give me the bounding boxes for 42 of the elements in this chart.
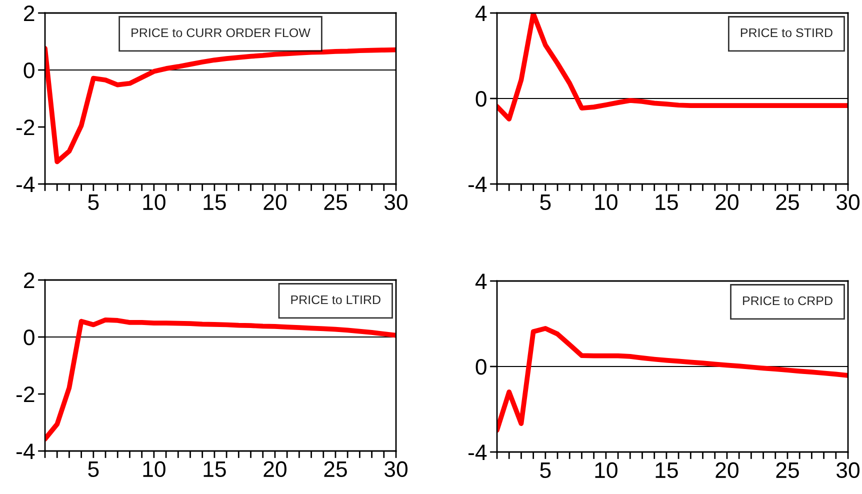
x-tick-label: 20 xyxy=(716,194,738,210)
x-tick-label: 25 xyxy=(776,462,799,478)
y-tick-label: -2 xyxy=(16,120,34,136)
x-tick-label: 15 xyxy=(656,194,678,210)
y-tick-label: 0 xyxy=(24,330,34,346)
y-tick-label: 2 xyxy=(24,272,34,288)
y-tick-label: 4 xyxy=(475,274,487,290)
y-tick-label: 2 xyxy=(24,6,34,22)
x-tick-label: 10 xyxy=(595,194,618,210)
y-tick-label: 0 xyxy=(476,91,486,107)
x-tick-label: 5 xyxy=(88,194,99,210)
x-tick-label: 10 xyxy=(143,461,166,478)
x-tick-label: 10 xyxy=(595,462,618,478)
x-tick-label: 30 xyxy=(836,462,860,478)
x-tick-label: 30 xyxy=(836,194,860,210)
x-tick-label: 15 xyxy=(204,462,226,478)
y-tick-label: -4 xyxy=(16,444,35,460)
x-tick-label: 5 xyxy=(540,462,551,478)
text: PRICE to STIRD xyxy=(740,28,832,38)
x-tick-label: 25 xyxy=(324,194,347,210)
x-tick-label: 25 xyxy=(776,194,799,210)
y-tick-label: 4 xyxy=(475,6,487,22)
x-tick-label: 15 xyxy=(656,462,678,478)
y-tick-label: -4 xyxy=(468,176,487,192)
series-label: PRICE to CURR ORDER FLOW xyxy=(132,28,310,38)
y-tick-label: 0 xyxy=(476,359,486,375)
x-tick-label: 30 xyxy=(384,194,408,210)
x-tick-label: 10 xyxy=(143,194,166,210)
x-tick-label: 5 xyxy=(540,194,551,210)
y-tick-label: -4 xyxy=(468,444,487,460)
series-label: PRICE to LTIRD xyxy=(291,295,380,304)
y-tick-label: 0 xyxy=(24,62,34,78)
x-tick-label: 5 xyxy=(88,462,99,478)
x-tick-label: 15 xyxy=(204,194,226,210)
x-tick-label: 20 xyxy=(716,462,738,478)
x-tick-label: 30 xyxy=(384,461,408,478)
y-tick-label: -4 xyxy=(16,176,35,192)
y-tick-label: -2 xyxy=(16,386,34,402)
x-tick-label: 20 xyxy=(264,194,286,210)
x-tick-label: 25 xyxy=(324,461,347,478)
text: PRICE to CRPD xyxy=(743,296,832,306)
x-tick-label: 20 xyxy=(264,461,286,478)
